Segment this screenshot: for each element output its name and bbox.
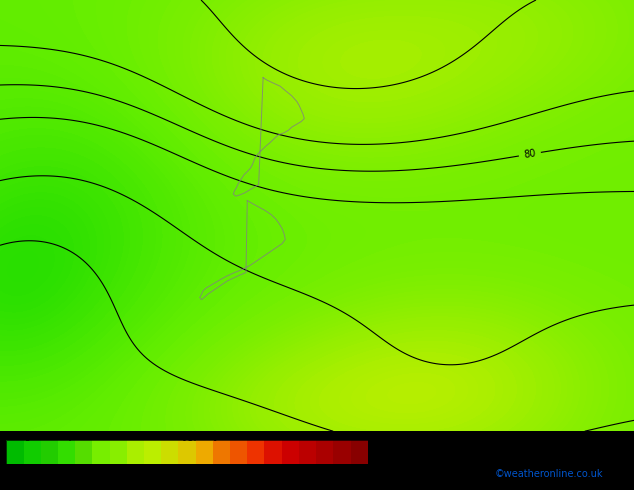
Text: Th 06-06-2024 12:00 UTC (18+114): Th 06-06-2024 12:00 UTC (18+114) — [393, 431, 593, 441]
Bar — [299, 440, 316, 464]
Bar — [6, 440, 23, 464]
Bar — [58, 440, 75, 464]
Bar — [264, 440, 281, 464]
Bar — [316, 440, 333, 464]
Bar — [281, 440, 299, 464]
Bar — [127, 440, 144, 464]
Bar — [6, 440, 368, 464]
Bar — [333, 440, 351, 464]
Bar — [196, 440, 213, 464]
Bar — [110, 440, 127, 464]
Bar — [41, 440, 58, 464]
Text: Height/Temp. 925 hPa mean+σ [gpdm] ECMWF: Height/Temp. 925 hPa mean+σ [gpdm] ECMWF — [6, 431, 256, 441]
Text: 2: 2 — [40, 466, 45, 475]
Text: 80: 80 — [523, 148, 537, 160]
Text: 6: 6 — [112, 466, 117, 475]
Text: 14: 14 — [254, 466, 264, 475]
Text: 8: 8 — [148, 466, 153, 475]
Text: ©weatheronline.co.uk: ©weatheronline.co.uk — [495, 469, 603, 479]
Bar — [161, 440, 178, 464]
Bar — [75, 440, 93, 464]
Bar — [178, 440, 196, 464]
Bar — [230, 440, 247, 464]
Bar — [351, 440, 368, 464]
Bar — [23, 440, 41, 464]
Bar — [93, 440, 110, 464]
Text: 4: 4 — [76, 466, 81, 475]
Text: 16: 16 — [290, 466, 301, 475]
Text: 18: 18 — [327, 466, 337, 475]
Text: 12: 12 — [218, 466, 228, 475]
Bar — [144, 440, 161, 464]
Bar — [247, 440, 264, 464]
Text: 0: 0 — [4, 466, 9, 475]
Bar — [213, 440, 230, 464]
Text: 20: 20 — [363, 466, 373, 475]
Text: 10: 10 — [182, 466, 192, 475]
